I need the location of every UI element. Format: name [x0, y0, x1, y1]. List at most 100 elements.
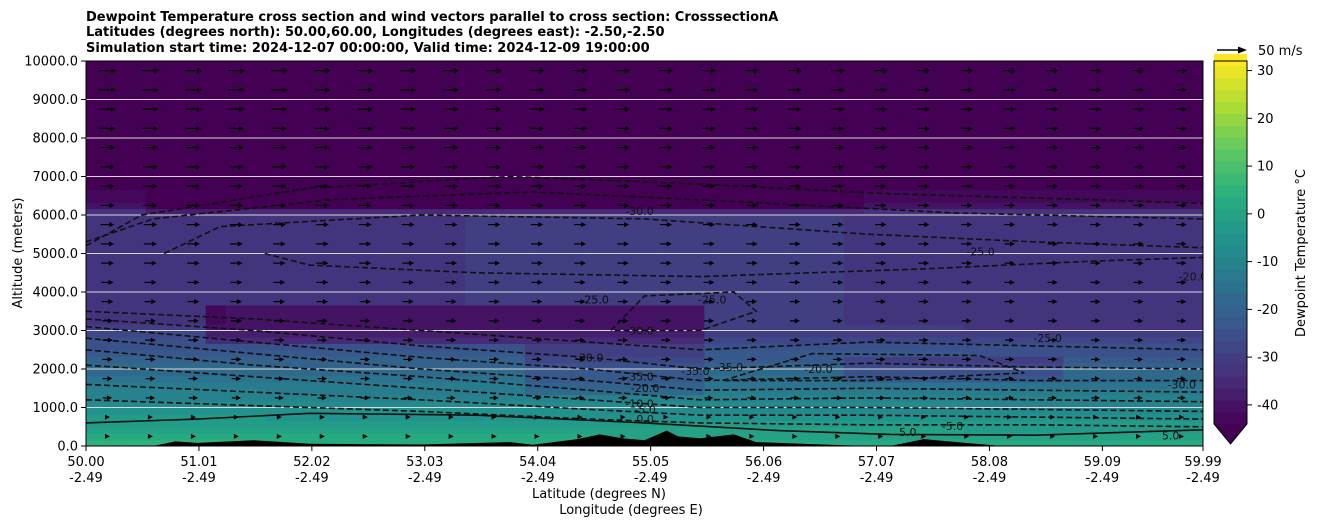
- dewpoint-cell: [983, 105, 1005, 113]
- dewpoint-cell: [1043, 304, 1064, 312]
- dewpoint-cell: [903, 227, 925, 235]
- dewpoint-cell: [724, 163, 745, 171]
- dewpoint-cell: [684, 298, 705, 306]
- wind-vector-head: [665, 356, 671, 362]
- contour-line: [86, 191, 1203, 243]
- wind-vector: [273, 241, 286, 247]
- wind-vector: [616, 202, 630, 208]
- dewpoint-cell: [923, 311, 945, 319]
- wind-vector-head: [1053, 183, 1059, 189]
- wind-vector-head: [880, 376, 886, 382]
- wind-vector: [186, 202, 201, 208]
- dewpoint-cell: [245, 369, 267, 377]
- dewpoint-cell: [824, 311, 845, 319]
- dewpoint-cell: [724, 157, 745, 165]
- dewpoint-cell: [484, 388, 506, 396]
- wind-vector: [960, 145, 973, 151]
- contour-label: 5.0: [899, 426, 917, 439]
- dewpoint-cell: [1003, 433, 1025, 441]
- dewpoint-cell: [1123, 304, 1144, 312]
- wind-vector-head: [1139, 183, 1145, 189]
- dewpoint-cell: [744, 272, 765, 280]
- dewpoint-cell: [1063, 182, 1084, 190]
- dewpoint-cell: [1043, 189, 1064, 197]
- dewpoint-cell: [285, 253, 307, 261]
- dewpoint-cell: [305, 221, 326, 229]
- dewpoint-cell: [1163, 67, 1184, 75]
- wind-vector-head: [276, 433, 282, 439]
- dewpoint-cell: [963, 298, 985, 306]
- dewpoint-cell: [504, 227, 526, 235]
- wind-vector: [1136, 433, 1142, 439]
- dewpoint-cell: [1143, 298, 1164, 306]
- dewpoint-cell: [285, 150, 307, 158]
- dewpoint-cell: [504, 182, 526, 190]
- dewpoint-cell: [664, 407, 685, 415]
- wind-vector-head: [966, 318, 972, 324]
- wind-vector-head: [753, 106, 759, 112]
- dewpoint-cell: [704, 215, 725, 223]
- wind-vector: [529, 68, 545, 74]
- dewpoint-cell: [305, 381, 326, 389]
- dewpoint-cell: [923, 86, 945, 94]
- dewpoint-cell: [445, 138, 466, 146]
- dewpoint-cell: [86, 330, 107, 338]
- dewpoint-cell: [1143, 336, 1164, 344]
- contour-labels: -30.0-25.0-20.0-25.0-25.0 -25.0-30.0-25.0…: [575, 205, 1203, 443]
- dewpoint-cell: [504, 279, 526, 287]
- dewpoint-cell: [125, 138, 147, 146]
- wind-vector-head: [281, 145, 287, 151]
- dewpoint-cell: [804, 67, 825, 75]
- dewpoint-cell: [504, 86, 526, 94]
- dewpoint-cell: [744, 330, 765, 338]
- dewpoint-cell: [624, 202, 646, 210]
- dewpoint-cell: [624, 343, 646, 351]
- dewpoint-cell: [624, 208, 646, 216]
- contour-label: -25.0: [580, 294, 608, 307]
- dewpoint-cell: [205, 227, 227, 235]
- dewpoint-cell: [883, 247, 905, 255]
- wind-vector: [917, 164, 930, 170]
- dewpoint-cell: [1123, 292, 1144, 300]
- wind-vector-head: [1138, 318, 1144, 324]
- dewpoint-cell: [1143, 240, 1164, 248]
- wind-vector: [921, 414, 927, 420]
- dewpoint-cell: [1163, 138, 1184, 146]
- dewpoint-cell: [584, 182, 606, 190]
- dewpoint-cell: [365, 343, 386, 351]
- dewpoint-cell: [724, 369, 745, 377]
- dewpoint-cell: [863, 439, 885, 446]
- dewpoint-cell: [1163, 131, 1184, 139]
- dewpoint-cell: [285, 388, 307, 396]
- dewpoint-cell: [863, 356, 885, 364]
- dewpoint-cell: [1083, 189, 1104, 197]
- plot-area: -30.0-25.0-20.0-25.0-25.0 -25.0-30.0-25.0…: [86, 61, 1203, 446]
- dewpoint-cell: [724, 227, 745, 235]
- wind-vector-head: [279, 376, 285, 382]
- dewpoint-cell: [843, 170, 865, 178]
- dewpoint-cell: [205, 170, 227, 178]
- dewpoint-cell: [764, 67, 785, 75]
- dewpoint-cell: [1083, 381, 1104, 389]
- dewpoint-cell: [883, 433, 905, 441]
- wind-vector: [874, 125, 888, 131]
- dewpoint-cell: [764, 189, 785, 197]
- dewpoint-cell: [724, 118, 745, 126]
- dewpoint-cell: [704, 401, 725, 409]
- dewpoint-cell: [863, 285, 885, 293]
- wind-vector-head: [494, 299, 500, 305]
- dewpoint-cell: [664, 86, 685, 94]
- wind-vector: [1005, 337, 1015, 343]
- dewpoint-cell: [943, 266, 965, 274]
- contour-label: 0.0: [636, 413, 654, 426]
- dewpoint-cell: [923, 369, 945, 377]
- dewpoint-cell: [704, 150, 725, 158]
- dewpoint-cell: [1123, 170, 1144, 178]
- dewpoint-cell: [903, 298, 925, 306]
- dewpoint-cell: [1163, 99, 1184, 107]
- dewpoint-cell: [883, 304, 905, 312]
- dewpoint-cell: [863, 163, 885, 171]
- dewpoint-cell: [963, 182, 985, 190]
- dewpoint-cell: [105, 369, 127, 377]
- wind-vector: [186, 183, 201, 189]
